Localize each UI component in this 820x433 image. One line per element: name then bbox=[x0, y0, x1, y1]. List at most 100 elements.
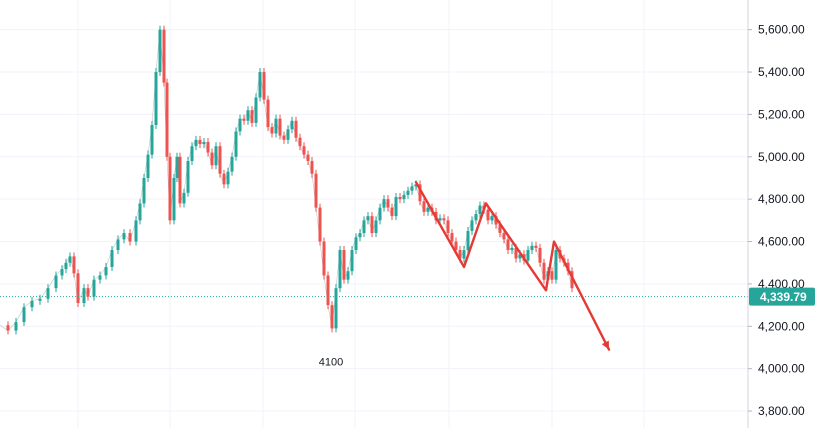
price-candle bbox=[214, 146, 218, 166]
y-tick-label: 4,000.00 bbox=[758, 362, 805, 376]
price-candle bbox=[282, 135, 286, 140]
price-candle bbox=[186, 161, 190, 193]
price-candle bbox=[82, 288, 86, 303]
price-candle bbox=[234, 131, 238, 157]
price-candle bbox=[178, 156, 182, 204]
price-candle bbox=[270, 127, 274, 134]
price-candle bbox=[382, 199, 386, 208]
price-candle bbox=[498, 224, 502, 234]
price-candle bbox=[378, 207, 382, 221]
price-candle bbox=[72, 256, 76, 274]
price-candle bbox=[370, 216, 374, 234]
price-candle bbox=[158, 29, 162, 73]
price-candle bbox=[134, 220, 138, 242]
price-candle bbox=[406, 190, 410, 195]
price-candle bbox=[402, 194, 406, 200]
price-candle bbox=[172, 177, 176, 221]
price-candle bbox=[154, 72, 158, 126]
price-candle bbox=[30, 300, 34, 308]
y-tick-label: 5,200.00 bbox=[758, 107, 805, 121]
price-candle bbox=[314, 173, 318, 208]
price-candle bbox=[474, 214, 478, 221]
price-candle bbox=[182, 192, 186, 204]
price-candle bbox=[274, 118, 278, 134]
price-candle bbox=[514, 247, 518, 259]
price-candle bbox=[286, 129, 290, 140]
price-candle bbox=[506, 239, 510, 251]
price-candle bbox=[390, 207, 394, 217]
price-candle bbox=[458, 250, 462, 259]
price-candle bbox=[218, 146, 222, 174]
price-candle bbox=[494, 216, 498, 225]
price-candle bbox=[86, 288, 90, 297]
price-candle bbox=[266, 99, 270, 128]
price-candle bbox=[330, 305, 334, 329]
price-candle bbox=[116, 239, 120, 251]
price-candle bbox=[342, 250, 346, 280]
projection-arrow-path bbox=[414, 181, 611, 351]
price-candle bbox=[550, 271, 554, 280]
grid bbox=[0, 0, 748, 428]
price-axis[interactable]: 5,600.00 5,400.00 5,200.00 5,000.00 4,800.00… bbox=[747, 0, 815, 428]
price-candle bbox=[64, 262, 68, 270]
price-candle bbox=[438, 218, 442, 221]
y-tick-label: 3,800.00 bbox=[758, 404, 805, 418]
price-candle bbox=[466, 230, 470, 251]
arrowhead bbox=[601, 340, 609, 350]
price-candle bbox=[502, 233, 506, 240]
price-candle bbox=[162, 29, 166, 83]
price-candle bbox=[394, 197, 398, 217]
price-candle bbox=[462, 250, 466, 259]
price-candle bbox=[470, 220, 474, 231]
price-candle bbox=[318, 207, 322, 242]
price-candle bbox=[510, 247, 514, 251]
price-candle bbox=[206, 141, 210, 153]
y-tick-label: 5,000.00 bbox=[758, 150, 805, 164]
price-candle bbox=[358, 233, 362, 238]
price-candle bbox=[222, 173, 226, 185]
price-candle bbox=[442, 218, 446, 221]
price-candle bbox=[490, 216, 494, 221]
price-candle bbox=[478, 205, 482, 214]
price-candle bbox=[92, 279, 96, 297]
price-candle bbox=[334, 288, 338, 329]
price-candle bbox=[542, 262, 546, 280]
y-tick-label: 5,400.00 bbox=[758, 65, 805, 79]
y-tick-label: 4,400.00 bbox=[758, 277, 805, 291]
current-price-badge bbox=[749, 287, 815, 306]
price-candle bbox=[242, 118, 246, 121]
price-candle bbox=[554, 250, 558, 280]
y-tick-label: 4,600.00 bbox=[758, 235, 805, 249]
price-candle bbox=[210, 152, 214, 166]
y-tick-label: 5,600.00 bbox=[758, 23, 805, 37]
price-candle bbox=[175, 156, 179, 178]
price-candle bbox=[38, 298, 42, 301]
price-candle bbox=[310, 161, 314, 174]
price-candle bbox=[122, 233, 126, 240]
price-candle bbox=[450, 233, 454, 242]
price-candle bbox=[128, 233, 132, 242]
price-candle bbox=[414, 184, 418, 187]
price-candle bbox=[168, 156, 172, 221]
price-candle bbox=[322, 241, 326, 276]
price-candle bbox=[326, 275, 330, 306]
price-candle bbox=[518, 254, 522, 259]
price-candle bbox=[165, 82, 169, 157]
price-candle bbox=[366, 216, 370, 221]
price-candle bbox=[486, 209, 490, 221]
low-annotation-label: 4100 bbox=[319, 356, 343, 368]
price-candle bbox=[278, 118, 282, 136]
price-candle bbox=[238, 118, 242, 132]
price-candle bbox=[418, 184, 422, 202]
price-candle bbox=[454, 241, 458, 251]
price-candle bbox=[258, 72, 262, 98]
price-candle bbox=[398, 197, 402, 200]
price-candle bbox=[298, 137, 302, 147]
price-candle bbox=[538, 247, 542, 263]
current-price-label: 4,339.79 bbox=[760, 290, 807, 304]
y-tick-label: 4,200.00 bbox=[758, 319, 805, 333]
price-candle bbox=[68, 256, 72, 263]
price-candle bbox=[290, 120, 294, 130]
price-candle bbox=[254, 97, 258, 123]
